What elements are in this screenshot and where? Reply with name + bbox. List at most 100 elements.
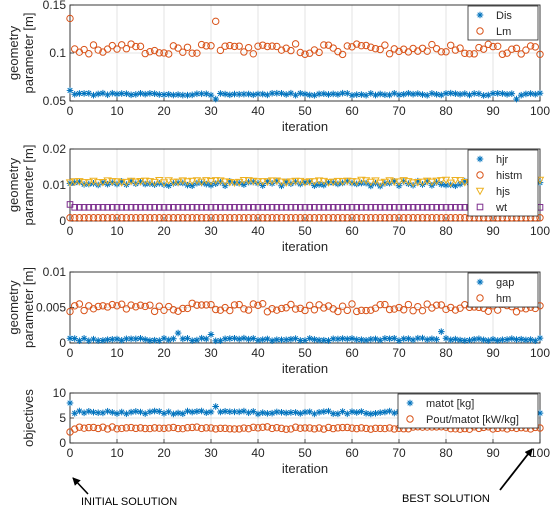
data-point	[315, 214, 323, 222]
data-point	[179, 304, 187, 313]
data-point	[131, 178, 141, 187]
data-point	[438, 204, 445, 211]
data-point	[254, 204, 262, 211]
data-point	[494, 337, 501, 344]
data-point	[536, 214, 544, 222]
legend-entry: matot [kg]	[426, 398, 474, 410]
data-point	[372, 335, 379, 343]
data-point	[386, 335, 393, 343]
data-point	[338, 178, 347, 186]
data-point	[461, 214, 469, 222]
data-point	[85, 50, 93, 58]
data-point	[85, 214, 93, 222]
data-point	[259, 423, 267, 431]
data-point	[150, 424, 159, 432]
data-point	[489, 336, 497, 343]
data-point	[394, 178, 404, 187]
data-point	[315, 48, 323, 57]
data-point	[324, 423, 333, 432]
data-point	[103, 303, 112, 311]
data-point	[338, 302, 347, 310]
data-point	[234, 178, 244, 187]
data-point	[353, 409, 360, 416]
data-point	[329, 204, 337, 211]
data-point	[197, 178, 206, 187]
data-point	[386, 204, 393, 211]
data-point	[183, 424, 192, 432]
x-tick-label: 70	[392, 104, 406, 118]
data-point	[117, 179, 126, 187]
data-point	[277, 46, 286, 54]
x-tick-label: 50	[298, 224, 312, 238]
data-point	[188, 204, 196, 211]
data-point	[244, 43, 253, 52]
data-point	[498, 50, 507, 58]
data-point	[390, 214, 398, 222]
data-point	[391, 334, 398, 342]
data-point	[291, 40, 300, 48]
data-point	[207, 300, 215, 309]
data-point	[108, 214, 117, 222]
data-point	[85, 204, 93, 211]
data-point	[292, 409, 299, 416]
x-tick-label: 50	[298, 104, 312, 118]
y-tick-label: 0	[59, 436, 66, 450]
data-point	[433, 336, 440, 343]
data-point	[207, 91, 215, 99]
data-point	[94, 302, 102, 311]
data-point	[249, 423, 258, 431]
data-point	[437, 214, 445, 222]
data-point	[245, 90, 252, 98]
data-point	[428, 335, 436, 343]
data-point	[155, 302, 164, 310]
data-point	[249, 300, 258, 308]
data-point	[311, 336, 318, 343]
x-tick-label: 60	[345, 104, 359, 118]
data-point	[193, 423, 201, 431]
data-point	[65, 179, 75, 188]
data-point	[438, 328, 445, 335]
data-point	[442, 48, 450, 56]
data-point	[405, 204, 412, 211]
data-point	[132, 408, 140, 415]
x-tick-label: 0	[67, 224, 74, 238]
data-point	[235, 425, 243, 433]
data-point	[221, 335, 229, 343]
legend-entry: hjs	[496, 186, 511, 198]
data-point	[301, 306, 309, 315]
data-point	[287, 204, 295, 211]
x-tick-label: 10	[110, 346, 124, 360]
y-tick-label: 0.1	[49, 46, 66, 60]
x-tick-label: 90	[486, 224, 500, 238]
data-point	[348, 214, 356, 222]
data-point	[329, 214, 337, 222]
data-point	[409, 214, 417, 222]
data-point	[353, 307, 361, 316]
data-point	[80, 214, 88, 222]
data-point	[447, 41, 455, 49]
data-point	[338, 50, 347, 59]
data-point	[419, 204, 426, 211]
data-point	[423, 214, 431, 222]
data-point	[329, 335, 337, 343]
data-point	[174, 91, 182, 98]
data-point	[451, 214, 460, 222]
data-point	[357, 306, 366, 315]
data-point	[99, 423, 107, 431]
data-point	[432, 214, 441, 222]
data-point	[456, 214, 464, 222]
data-point	[146, 408, 154, 416]
data-point	[503, 49, 511, 57]
data-point	[366, 178, 376, 187]
data-point	[71, 425, 79, 433]
data-point	[447, 89, 454, 97]
data-point	[71, 409, 78, 417]
data-point	[367, 204, 375, 211]
data-point	[267, 177, 277, 186]
data-point	[376, 45, 384, 54]
data-point	[282, 336, 290, 344]
data-point	[352, 178, 361, 187]
data-point	[174, 409, 182, 417]
data-point	[187, 177, 197, 186]
